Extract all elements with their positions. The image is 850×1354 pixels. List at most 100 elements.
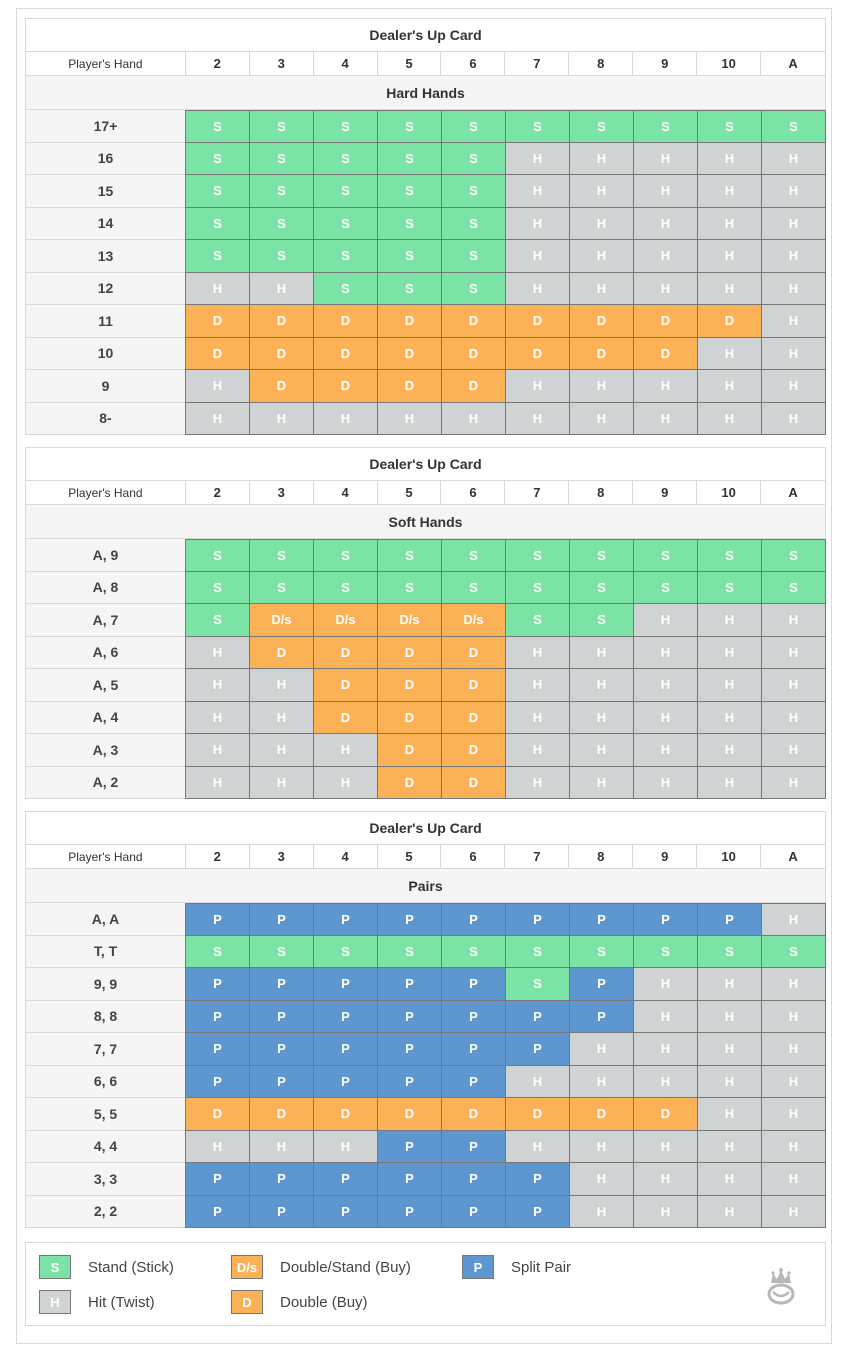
player-hand-label: Player's Hand [26, 52, 186, 75]
player-hand-cell: 9, 9 [25, 968, 185, 1001]
action-cell: H [506, 1065, 570, 1098]
table-row: 15 S S S S S H H H H H [25, 175, 826, 208]
dealer-card-header: 10 [697, 52, 762, 75]
action-cell: H [506, 1130, 570, 1163]
action-cell: H [186, 402, 250, 435]
action-cell: P [378, 968, 442, 1001]
table-row: 14 S S S S S H H H H H [25, 207, 826, 240]
legend-swatch-stand: S [39, 1255, 71, 1279]
action-cell: D [186, 305, 250, 338]
action-cell: S [570, 604, 634, 637]
action-cell: P [634, 903, 698, 936]
action-cell: D [634, 1098, 698, 1131]
action-cell: H [506, 175, 570, 208]
action-cell: P [378, 903, 442, 936]
table-row: 13 S S S S S H H H H H [25, 240, 826, 273]
column-header-row: Player's Hand 2 3 4 5 6 7 8 9 10 A [25, 481, 826, 505]
table-row: A, 7 S D/s D/s D/s D/s S S H H H [25, 604, 826, 637]
action-cell: S [378, 539, 442, 572]
action-cell: H [634, 1065, 698, 1098]
action-cell: H [762, 175, 826, 208]
action-cell: H [506, 370, 570, 403]
action-cell: H [506, 636, 570, 669]
action-cell: D [378, 669, 442, 702]
action-cell: S [250, 110, 314, 143]
dealer-card-header: A [788, 849, 798, 864]
action-cell: H [698, 207, 762, 240]
action-cell: D [442, 766, 506, 799]
legend-item-stand: S Stand (Stick) [39, 1255, 174, 1279]
action-cell: D/s [378, 604, 442, 637]
action-cell: H [506, 766, 570, 799]
action-cell: S [506, 110, 570, 143]
action-cell: S [442, 240, 506, 273]
action-cell: P [378, 1000, 442, 1033]
action-cell: S [634, 935, 698, 968]
action-cell: H [762, 903, 826, 936]
dealer-card-header: 9 [633, 845, 698, 868]
legend-swatch-split: P [462, 1255, 494, 1279]
action-cell: P [378, 1195, 442, 1228]
dealer-card-header: 7 [505, 845, 570, 868]
action-cell: P [186, 1195, 250, 1228]
dealer-up-card-title: Dealer's Up Card [25, 18, 826, 52]
action-cell: H [570, 701, 634, 734]
action-cell: D [442, 337, 506, 370]
action-cell: S [378, 207, 442, 240]
action-cell: S [762, 539, 826, 572]
action-cell: H [506, 734, 570, 767]
action-cell: S [250, 142, 314, 175]
action-cell: H [250, 766, 314, 799]
action-cell: D [506, 337, 570, 370]
player-hand-cell: A, 2 [25, 766, 185, 799]
action-cell: H [314, 734, 378, 767]
table-row: 16 S S S S S H H H H H [25, 142, 826, 175]
action-cell: H [634, 669, 698, 702]
action-cell: H [698, 175, 762, 208]
action-cell: H [762, 1065, 826, 1098]
action-cell: H [762, 305, 826, 338]
action-cell: D [378, 337, 442, 370]
action-cell: H [570, 636, 634, 669]
action-cell: S [570, 539, 634, 572]
action-cell: S [442, 207, 506, 240]
action-cell: P [442, 1195, 506, 1228]
action-cell: P [506, 1163, 570, 1196]
section-pairs: Dealer's Up Card Player's Hand 2 3 4 5 6 7 8 9 10 A… [25, 811, 826, 1228]
action-cell: H [698, 1000, 762, 1033]
action-cell: D [634, 337, 698, 370]
action-cell: S [506, 571, 570, 604]
action-cell: H [698, 701, 762, 734]
action-cell: H [698, 337, 762, 370]
action-cell: P [506, 1033, 570, 1066]
player-hand-cell: A, 8 [25, 571, 185, 604]
legend-label-split: Split Pair [511, 1258, 572, 1276]
action-cell: D [442, 370, 506, 403]
action-cell: P [250, 1000, 314, 1033]
action-cell: P [250, 1195, 314, 1228]
action-cell: H [698, 669, 762, 702]
action-cell: H [378, 402, 442, 435]
action-cell: H [570, 370, 634, 403]
action-cell: D [314, 370, 378, 403]
action-cell: S [250, 240, 314, 273]
action-cell: H [698, 1033, 762, 1066]
action-cell: H [570, 1033, 634, 1066]
dealer-card-header: A [788, 56, 798, 71]
dealer-card-header: 4 [314, 845, 378, 868]
action-cell: H [762, 734, 826, 767]
action-cell: S [250, 207, 314, 240]
player-hand-cell: A, 5 [25, 669, 185, 702]
action-cell: D [442, 1098, 506, 1131]
dealer-card-header: 5 [378, 481, 442, 504]
action-cell: H [314, 766, 378, 799]
section-hard-hands: Dealer's Up Card Player's Hand 2 3 4 5 6 7 8 9 10 A… [25, 18, 826, 435]
action-cell: H [762, 142, 826, 175]
action-cell: D [250, 305, 314, 338]
action-cell: S [634, 110, 698, 143]
dealer-card-header: 7 [505, 481, 570, 504]
dealer-card-header: 8 [569, 481, 634, 504]
